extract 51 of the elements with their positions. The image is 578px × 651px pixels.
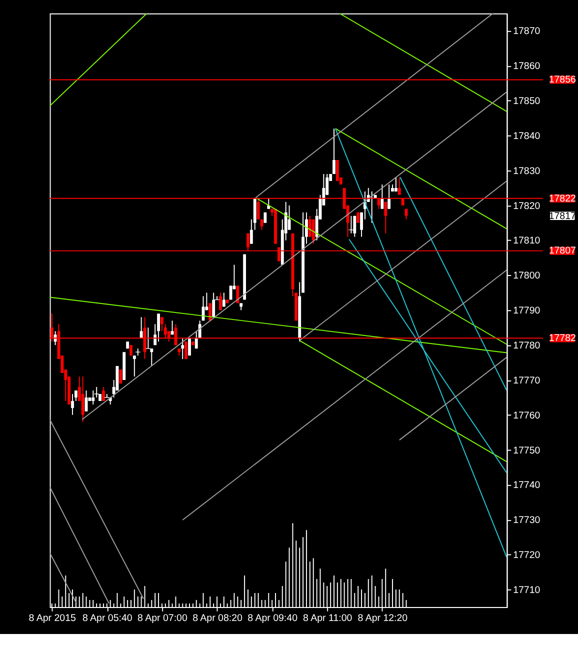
y-tick-label: 17860 [513,61,541,72]
candlestick [140,316,143,339]
candlestick [81,376,84,422]
candlestick [218,292,222,311]
y-tick-label: 17850 [513,96,541,108]
x-tick-label: 8 Apr 12:20 [358,613,408,624]
y-tick-label: 17780 [513,340,541,352]
candlestick [160,316,164,332]
candlestick [132,355,136,377]
y-tick-label: 17840 [513,130,541,142]
candlestick [312,218,315,244]
candlestick [388,184,391,210]
candlestick [236,285,240,304]
candlestick [380,184,384,210]
y-tick-label: 17720 [513,550,541,562]
y-tick-label: 17870 [513,26,541,38]
candlestick [353,215,356,238]
candlestick [184,341,188,360]
y-tick-label: 17760 [513,410,541,422]
candlestick [398,176,401,196]
candlestick [150,348,154,367]
candlestick [212,292,216,318]
x-tick-label: 8 Apr 2015 [28,613,76,624]
candlestick [181,338,184,360]
y-tick-label: 17730 [513,515,541,526]
y-tick-label: 17750 [513,445,541,456]
candlestick [92,390,95,405]
candlestick [308,215,312,238]
y-tick-label: 17810 [513,236,541,247]
candlestick [267,198,270,210]
candlestick [119,370,122,384]
candlestick [71,393,74,416]
candlestick [102,386,105,402]
y-tick-label: 17790 [513,306,541,317]
y-tick-label: 17830 [513,166,541,177]
y-tick-label: 17710 [513,584,541,596]
candlestick [332,128,336,174]
x-tick-label: 8 Apr 07:00 [138,613,188,624]
y-tick-label: 17740 [513,480,541,492]
candlestick [394,176,398,192]
y-tick-label: 17770 [513,375,541,386]
x-tick-label: 8 Apr 11:00 [303,613,353,624]
candlestick [384,201,388,234]
candlestick [336,160,339,182]
x-tick-label: 8 Apr 08:20 [192,613,244,624]
x-tick-label: 8 Apr 05:40 [82,613,133,624]
candlestick [157,313,160,342]
candlestick [222,292,226,308]
y-tick-label: 17820 [513,200,541,212]
x-tick-label: 8 Apr 09:40 [248,613,298,624]
y-tick-label: 17800 [513,270,541,282]
